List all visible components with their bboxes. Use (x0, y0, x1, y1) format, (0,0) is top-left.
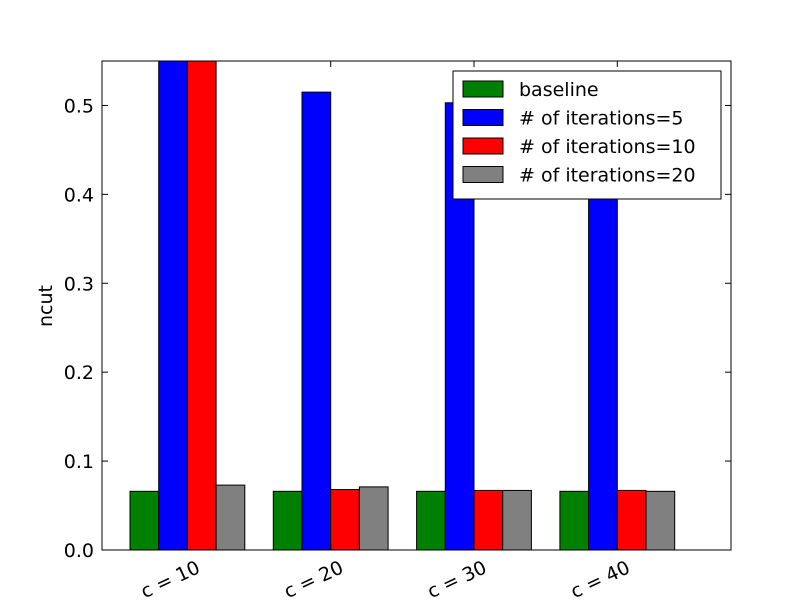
legend-swatch (462, 137, 504, 155)
bar-3-series-1 (416, 490, 446, 551)
bar-2-series-4 (358, 486, 389, 551)
y-tick-label: 0.1 (64, 451, 94, 473)
y-axis: 0.0 0.1 0.2 0.3 0.4 0.5 (64, 95, 731, 562)
x-tick-label: c = 40 (567, 557, 633, 603)
legend-label: # of iterations=20 (519, 165, 696, 187)
y-tick-label: 0.4 (64, 184, 94, 206)
x-tick-label: c = 30 (424, 557, 490, 603)
bar-1-series-4 (215, 484, 246, 551)
bars-group (129, 60, 676, 551)
bar-1-series-1 (129, 490, 160, 551)
bar-4-series-2 (588, 149, 618, 551)
legend: baseline # of iterations=5 # of iterations… (452, 70, 722, 200)
bar-2-series-2 (301, 91, 332, 551)
bar-3-series-3 (473, 489, 504, 551)
bar-4-series-3 (616, 489, 647, 551)
y-tick-label: 0.3 (64, 273, 94, 295)
bar-2-series-1 (272, 490, 303, 551)
legend-swatch (462, 109, 504, 126)
y-axis-label: ncut (35, 285, 57, 327)
plot-frame (101, 60, 732, 551)
bar-4-series-4 (645, 490, 676, 551)
legend-label: # of iterations=10 (519, 136, 696, 158)
legend-swatch (462, 80, 504, 98)
bar-1-series-2 (158, 60, 188, 551)
y-tick-label: 0.0 (64, 540, 94, 562)
x-tick-label: c = 20 (281, 557, 347, 603)
y-tick-label: 0.5 (64, 95, 94, 117)
bar-1-series-3 (186, 60, 217, 551)
y-tick-label: 0.2 (64, 362, 94, 384)
legend-label: # of iterations=5 (519, 108, 684, 130)
bar-4-series-1 (559, 490, 590, 551)
legend-swatch (462, 166, 504, 183)
bar-3-series-4 (502, 489, 532, 551)
bar-2-series-3 (330, 489, 360, 551)
x-tick-label: c = 10 (137, 557, 203, 603)
legend-label: baseline (519, 79, 599, 101)
